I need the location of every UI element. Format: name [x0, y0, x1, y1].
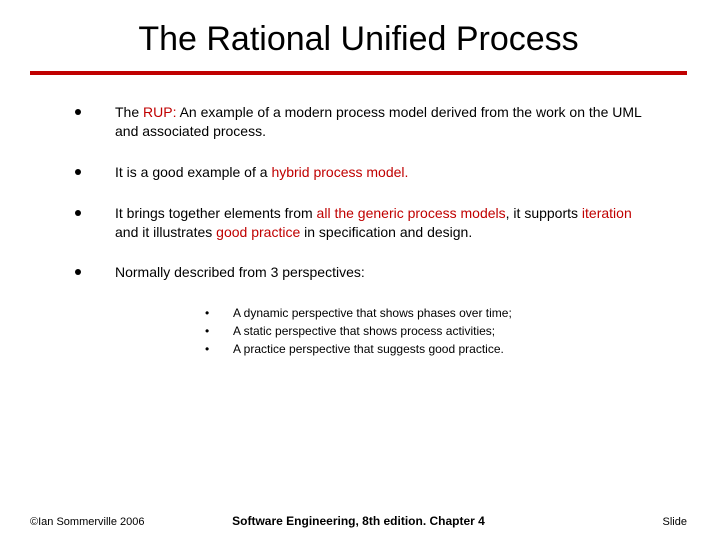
bullet-icon [75, 269, 81, 275]
bullet-text: It brings together elements from all the… [115, 204, 657, 242]
bullet-text: Normally described from 3 perspectives: [115, 263, 657, 282]
highlight-text: all the generic process models [317, 205, 506, 221]
highlight-text: iteration [582, 205, 632, 221]
bullet-icon [75, 109, 81, 115]
text-span: An example of a modern process model der… [115, 104, 641, 139]
footer-left: ©Ian Sommerville 2006 [30, 516, 145, 528]
bullet-item: It brings together elements from all the… [75, 204, 657, 242]
bullet-item: Normally described from 3 perspectives: [75, 263, 657, 282]
bullet-item: It is a good example of a hybrid process… [75, 163, 657, 182]
text-span: The [115, 104, 143, 120]
bullet-icon [75, 210, 81, 216]
sub-bullet-text: A static perspective that shows process … [233, 322, 495, 340]
bullet-text: It is a good example of a hybrid process… [115, 163, 657, 182]
sub-bullet-icon: • [205, 304, 233, 322]
content-area: The RUP: An example of a modern process … [0, 103, 717, 358]
sub-bullet-icon: • [205, 340, 233, 358]
bullet-icon [75, 169, 81, 175]
highlight-text: hybrid process model. [271, 164, 408, 180]
footer-center: Software Engineering, 8th edition. Chapt… [232, 514, 485, 528]
sub-bullet-item: • A static perspective that shows proces… [205, 322, 657, 340]
slide: The Rational Unified Process The RUP: An… [0, 0, 717, 538]
sub-bullet-text: A dynamic perspective that shows phases … [233, 304, 512, 322]
slide-title: The Rational Unified Process [0, 20, 717, 71]
sub-bullet-item: • A dynamic perspective that shows phase… [205, 304, 657, 322]
text-span: It is a good example of a [115, 164, 271, 180]
text-span: in specification and design. [300, 224, 472, 240]
sub-bullet-list: • A dynamic perspective that shows phase… [205, 304, 657, 358]
highlight-text: good practice [216, 224, 300, 240]
bullet-text: The RUP: An example of a modern process … [115, 103, 657, 141]
footer-right: Slide [663, 516, 687, 528]
highlight-text: RUP: [143, 104, 176, 120]
title-underline [30, 71, 687, 75]
text-span: and it illustrates [115, 224, 216, 240]
text-span: Normally described from 3 perspectives: [115, 264, 365, 280]
sub-bullet-text: A practice perspective that suggests goo… [233, 340, 504, 358]
text-span: It brings together elements from [115, 205, 317, 221]
bullet-item: The RUP: An example of a modern process … [75, 103, 657, 141]
sub-bullet-item: • A practice perspective that suggests g… [205, 340, 657, 358]
text-span: , it supports [506, 205, 582, 221]
sub-bullet-icon: • [205, 322, 233, 340]
